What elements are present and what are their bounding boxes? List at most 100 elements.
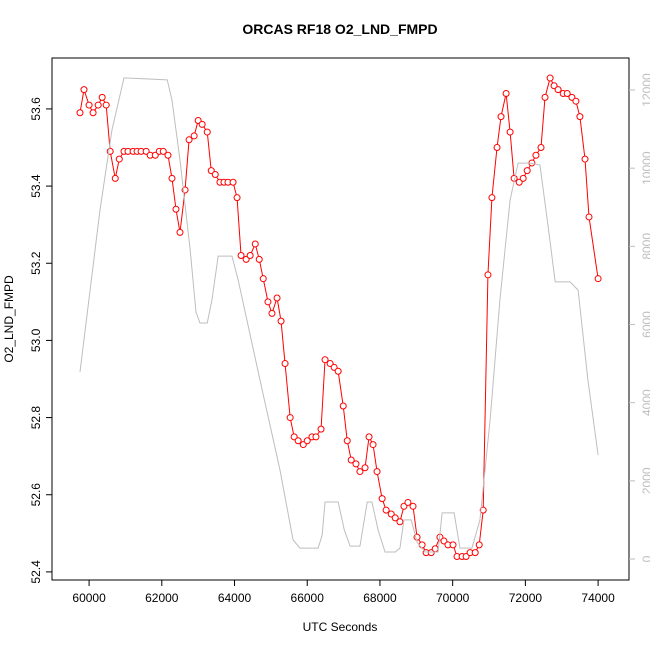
y-tick-label: 53.4 (29, 174, 43, 198)
y2-tick-label: 0 (640, 555, 650, 562)
point (449, 541, 457, 549)
point (373, 468, 381, 476)
point (229, 178, 237, 186)
x-tick-label: 68000 (363, 591, 397, 605)
point (418, 541, 426, 549)
y2-tick-label: 10000 (640, 151, 650, 185)
x-tick-label: 74000 (581, 591, 615, 605)
point (563, 89, 571, 97)
point (76, 109, 84, 117)
point (361, 464, 369, 472)
point (502, 89, 510, 97)
point (317, 425, 325, 433)
point (164, 151, 172, 159)
point (237, 252, 245, 260)
y2-tick-label: 6000 (640, 311, 650, 338)
chart-title: ORCAS RF18 O2_LND_FMPD (242, 21, 437, 37)
point (396, 518, 404, 526)
point (259, 275, 267, 283)
point (352, 460, 360, 468)
point (246, 252, 254, 260)
x-tick-label: 70000 (436, 591, 470, 605)
point (190, 132, 198, 140)
x-tick-label: 66000 (291, 591, 325, 605)
y2-tick-label: 12000 (640, 73, 650, 107)
x-tick-label: 60000 (72, 591, 106, 605)
point (475, 541, 483, 549)
y-tick-label: 53.0 (29, 328, 43, 352)
point (537, 144, 545, 152)
point (286, 414, 294, 422)
point (268, 309, 276, 317)
point (576, 113, 584, 121)
point (80, 86, 88, 94)
point (594, 275, 602, 283)
point (251, 240, 259, 248)
point (172, 205, 180, 213)
point (159, 147, 167, 155)
point (404, 498, 412, 506)
point (111, 174, 119, 182)
point (347, 456, 355, 464)
point (409, 502, 417, 510)
point (506, 128, 514, 136)
point (211, 171, 219, 179)
point (98, 93, 106, 101)
point (176, 228, 184, 236)
y2-tick-label: 2000 (640, 467, 650, 494)
point (369, 441, 377, 449)
point (497, 113, 505, 121)
y2-tick-label: 8000 (640, 233, 650, 260)
point (493, 144, 501, 152)
y2-tick-label: 4000 (640, 389, 650, 416)
point (312, 433, 320, 441)
point (339, 402, 347, 410)
point (431, 545, 439, 553)
point (585, 213, 593, 221)
y-tick-label: 52.8 (29, 406, 43, 430)
series-line (79, 77, 599, 553)
point (185, 136, 193, 144)
point (94, 101, 102, 109)
point (321, 356, 329, 364)
point (391, 514, 399, 522)
point (334, 367, 342, 375)
point (294, 437, 302, 445)
point (203, 128, 211, 136)
point (168, 174, 176, 182)
point (546, 74, 554, 82)
point (343, 437, 351, 445)
point (255, 255, 263, 263)
point (484, 271, 492, 279)
point (115, 155, 123, 163)
point (541, 93, 549, 101)
point (519, 174, 527, 182)
x-axis-label: UTC Seconds (303, 620, 378, 634)
point (488, 194, 496, 202)
point (378, 495, 386, 503)
y-axis-label: O2_LND_FMPD (2, 275, 16, 363)
point (554, 86, 562, 94)
point (264, 298, 272, 306)
y-tick-label: 53.2 (29, 251, 43, 275)
point (281, 360, 289, 368)
y-tick-label: 53.6 (29, 97, 43, 121)
plot-box (51, 57, 630, 581)
point (523, 167, 531, 175)
point (382, 506, 390, 514)
point (532, 151, 540, 159)
y-tick-label: 52.4 (29, 560, 43, 584)
point (85, 101, 93, 109)
point (102, 101, 110, 109)
x-tick-label: 72000 (509, 591, 543, 605)
point (581, 155, 589, 163)
point (273, 294, 281, 302)
point (89, 109, 97, 117)
point (365, 433, 373, 441)
point (198, 120, 206, 128)
point (479, 506, 487, 514)
point (356, 468, 364, 476)
point (572, 97, 580, 105)
point (303, 437, 311, 445)
